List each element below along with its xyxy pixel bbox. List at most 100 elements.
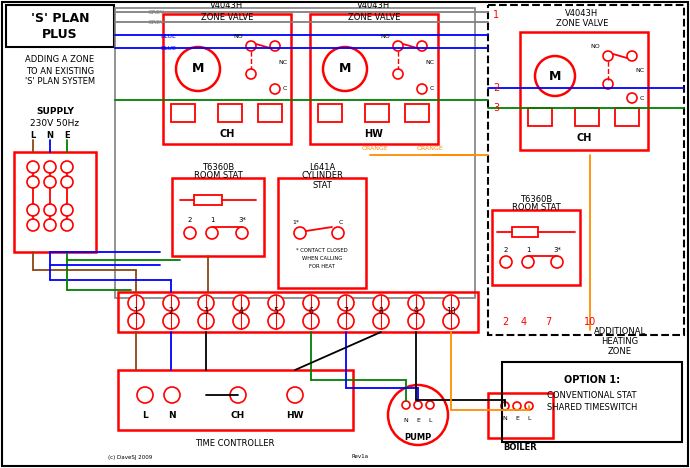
Text: ZONE VALVE: ZONE VALVE: [348, 13, 400, 22]
Text: C: C: [283, 87, 287, 92]
Circle shape: [233, 313, 249, 329]
Text: * CONTACT CLOSED: * CONTACT CLOSED: [296, 248, 348, 253]
Text: 3: 3: [493, 103, 499, 113]
Circle shape: [236, 227, 248, 239]
Circle shape: [206, 227, 218, 239]
Circle shape: [338, 313, 354, 329]
Bar: [512, 227, 538, 237]
Circle shape: [393, 69, 403, 79]
Text: 2: 2: [493, 83, 500, 93]
Circle shape: [408, 313, 424, 329]
Text: ZONE: ZONE: [608, 348, 632, 357]
Text: L: L: [428, 417, 432, 423]
Bar: [194, 195, 222, 205]
Bar: [528, 108, 552, 126]
Circle shape: [246, 41, 256, 51]
Circle shape: [268, 313, 284, 329]
Bar: [6, 5, 114, 47]
Text: NO: NO: [380, 34, 390, 38]
Bar: [492, 210, 580, 285]
Bar: [488, 5, 684, 335]
Text: L: L: [527, 417, 531, 422]
Text: N: N: [168, 410, 176, 419]
Circle shape: [393, 41, 403, 51]
Circle shape: [61, 219, 73, 231]
Text: CYLINDER: CYLINDER: [301, 171, 343, 181]
Circle shape: [627, 93, 637, 103]
Text: BOILER: BOILER: [503, 444, 537, 453]
Circle shape: [176, 47, 220, 91]
Circle shape: [198, 313, 214, 329]
Text: SUPPLY: SUPPLY: [36, 108, 74, 117]
Text: 1: 1: [134, 307, 139, 316]
Circle shape: [408, 295, 424, 311]
Text: CH: CH: [576, 133, 592, 143]
Text: V4043H: V4043H: [357, 1, 391, 10]
Circle shape: [338, 295, 354, 311]
Text: PLUS: PLUS: [42, 28, 78, 41]
Text: M: M: [192, 63, 204, 75]
Circle shape: [270, 84, 280, 94]
Text: NO: NO: [590, 44, 600, 49]
Bar: [163, 14, 291, 144]
Text: 1: 1: [526, 247, 530, 253]
Circle shape: [522, 256, 534, 268]
Bar: [488, 393, 553, 438]
Circle shape: [603, 79, 613, 89]
Text: NC: NC: [426, 59, 435, 65]
Circle shape: [388, 385, 448, 445]
Circle shape: [164, 387, 180, 403]
Circle shape: [551, 256, 563, 268]
Text: NO: NO: [233, 34, 243, 38]
Text: TIME CONTROLLER: TIME CONTROLLER: [195, 439, 275, 447]
Circle shape: [501, 402, 509, 410]
Circle shape: [44, 161, 56, 173]
Text: L: L: [142, 410, 148, 419]
Text: ADDING A ZONE: ADDING A ZONE: [26, 56, 95, 65]
Text: GREY: GREY: [148, 10, 165, 15]
Text: M: M: [339, 63, 351, 75]
Text: SHARED TIMESWITCH: SHARED TIMESWITCH: [546, 403, 637, 412]
Text: ROOM STAT: ROOM STAT: [194, 171, 242, 181]
Circle shape: [128, 295, 144, 311]
Bar: [318, 104, 342, 122]
Circle shape: [61, 161, 73, 173]
Text: 2: 2: [502, 317, 508, 327]
Circle shape: [535, 56, 575, 96]
Text: 1: 1: [493, 10, 499, 20]
Text: TO AN EXISTING: TO AN EXISTING: [26, 66, 94, 75]
Text: GREY: GREY: [148, 21, 165, 25]
Circle shape: [128, 313, 144, 329]
Text: 1*: 1*: [293, 219, 299, 225]
Text: 3*: 3*: [553, 247, 561, 253]
Circle shape: [27, 161, 39, 173]
Text: L641A: L641A: [309, 163, 335, 173]
Circle shape: [27, 204, 39, 216]
Text: 10: 10: [446, 307, 456, 316]
Bar: [310, 14, 438, 144]
Circle shape: [603, 51, 613, 61]
Text: 3: 3: [204, 307, 208, 316]
Text: 4: 4: [521, 317, 527, 327]
Circle shape: [184, 227, 196, 239]
Circle shape: [303, 295, 319, 311]
Text: T6360B: T6360B: [520, 196, 552, 205]
Bar: [615, 108, 639, 126]
Circle shape: [426, 401, 434, 409]
Text: E: E: [416, 417, 420, 423]
Circle shape: [287, 387, 303, 403]
Circle shape: [417, 41, 427, 51]
Text: HEATING: HEATING: [602, 337, 638, 346]
Circle shape: [373, 295, 389, 311]
Text: E: E: [64, 132, 70, 140]
Text: STAT: STAT: [312, 181, 332, 190]
Text: 10: 10: [584, 317, 596, 327]
Text: HW: HW: [286, 410, 304, 419]
Circle shape: [627, 51, 637, 61]
Bar: [520, 32, 648, 150]
Text: 2: 2: [188, 217, 193, 223]
Text: ROOM STAT: ROOM STAT: [511, 204, 560, 212]
Text: N: N: [404, 417, 408, 423]
Text: 2: 2: [168, 307, 173, 316]
Bar: [365, 104, 389, 122]
